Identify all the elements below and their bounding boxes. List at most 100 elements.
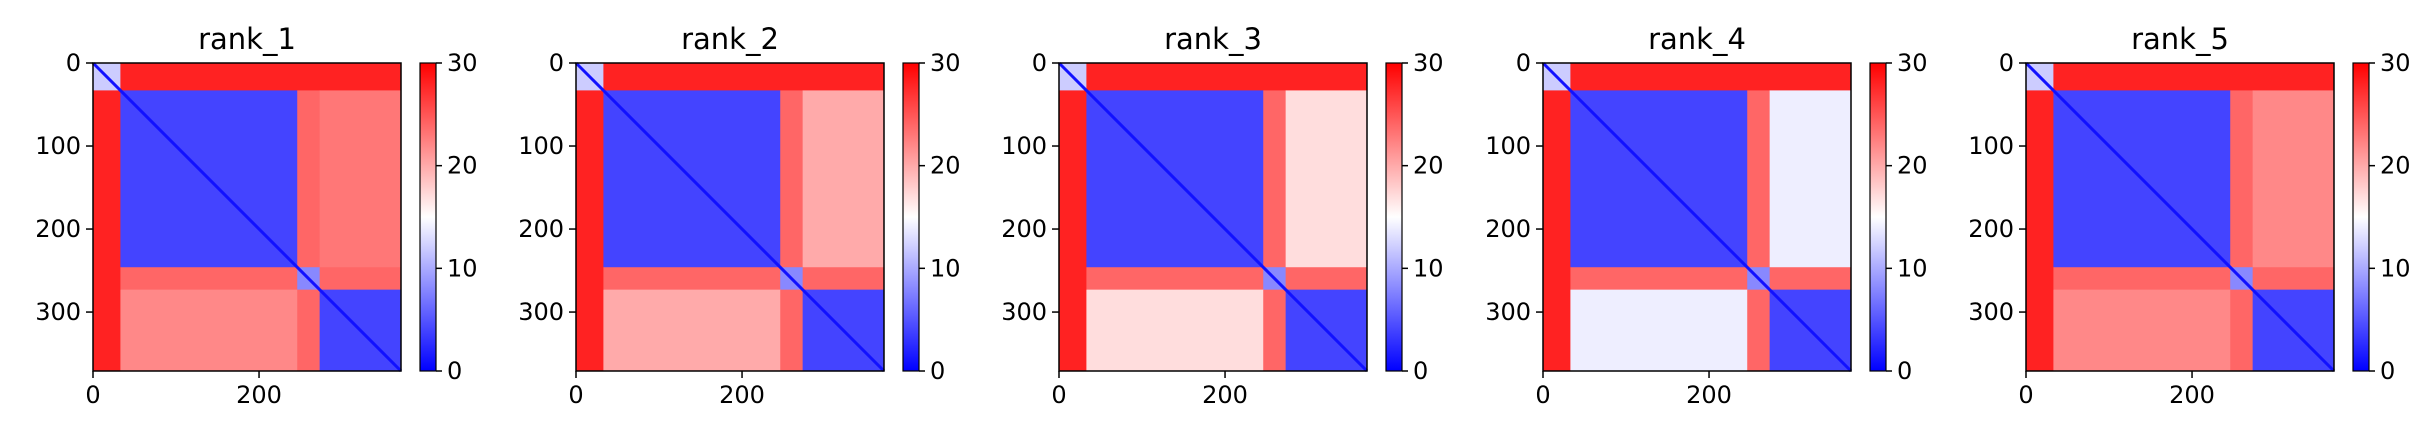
y-tick-label: 200 — [1485, 215, 1531, 243]
x-tick-label: 0 — [1051, 381, 1066, 409]
heatmap-block — [2230, 63, 2254, 91]
x-tick-label: 0 — [85, 381, 100, 409]
heatmap-block — [297, 289, 321, 372]
heatmap-block — [1263, 289, 1287, 372]
plot-frame — [2025, 62, 2335, 372]
heatmap-block — [1059, 90, 1087, 268]
heatmap-block — [120, 63, 298, 91]
heatmap-block — [93, 267, 121, 291]
colorbar-tick-label: 20 — [1413, 152, 1444, 180]
y-tick-label: 100 — [1968, 132, 2014, 160]
heatmap-block — [319, 267, 402, 291]
heatmap-block — [1747, 63, 1771, 91]
heatmap-block — [2026, 267, 2054, 291]
y-tick-label: 300 — [1001, 298, 1047, 326]
colorbar-tick-label: 10 — [930, 254, 961, 282]
heatmap-block — [297, 63, 321, 91]
y-tick-label: 100 — [518, 132, 564, 160]
heatmap-panel: rank_4 0 100 200 300 0 200 0 10 20 30 — [1485, 22, 1927, 409]
heatmap-block — [93, 90, 121, 268]
heatmap-panel: rank_3 0 100 200 300 0 200 0 10 20 30 — [1001, 22, 1443, 409]
colorbar-tick-label: 20 — [930, 152, 961, 180]
y-tick-label: 100 — [35, 132, 81, 160]
panel-title: rank_3 — [1164, 22, 1262, 56]
colorbar — [902, 62, 920, 372]
x-tick-label: 0 — [568, 381, 583, 409]
x-tick-label: 200 — [1202, 381, 1248, 409]
heatmap-block — [1086, 267, 1264, 291]
heatmap-block — [2053, 63, 2231, 91]
panel-title: rank_1 — [198, 22, 296, 56]
heatmap-block — [1570, 63, 1748, 91]
heatmap-block — [603, 289, 781, 372]
heatmap-panel: rank_1 0 100 200 300 0 200 0 10 20 30 — [35, 22, 477, 409]
heatmap-block — [2026, 289, 2054, 372]
colorbar-tick-label: 0 — [2380, 357, 2395, 385]
y-tick-label: 200 — [1001, 215, 1047, 243]
y-tick-label: 200 — [1968, 215, 2014, 243]
y-tick-label: 200 — [518, 215, 564, 243]
heatmap-block — [1263, 90, 1287, 268]
heatmap-block — [2252, 267, 2335, 291]
colorbar-tick-label: 30 — [447, 49, 478, 77]
heatmap-block — [2230, 289, 2254, 372]
colorbar — [419, 62, 437, 372]
heatmap-block — [1747, 90, 1771, 268]
y-tick-label: 300 — [1968, 298, 2014, 326]
heatmap-diagonal — [91, 61, 403, 373]
panel-title: rank_2 — [681, 22, 779, 56]
y-tick-label: 0 — [1999, 49, 2014, 77]
heatmap-block — [780, 289, 804, 372]
heatmap-block — [2252, 90, 2335, 268]
colorbar-tick-label: 0 — [1413, 357, 1428, 385]
heatmap-block — [1543, 90, 1571, 268]
y-tick-label: 100 — [1485, 132, 1531, 160]
heatmap-diagonal — [2024, 61, 2336, 373]
y-tick-label: 0 — [1032, 49, 1047, 77]
heatmap-block — [2252, 63, 2335, 91]
heatmap-panel: rank_2 0 100 200 300 0 200 0 10 20 30 — [518, 22, 960, 409]
heatmap-block — [1543, 289, 1571, 372]
heatmap-block — [603, 267, 781, 291]
heatmap-block — [319, 90, 402, 268]
y-tick-label: 300 — [1485, 298, 1531, 326]
panel-title: rank_4 — [1648, 22, 1746, 56]
colorbar-tick-label: 10 — [2380, 254, 2411, 282]
heatmap-block — [297, 90, 321, 268]
heatmap-block — [319, 63, 402, 91]
y-tick-label: 0 — [66, 49, 81, 77]
x-tick-label: 200 — [1686, 381, 1732, 409]
x-tick-label: 0 — [2018, 381, 2033, 409]
heatmap-block — [576, 267, 604, 291]
colorbar-tick-label: 30 — [2380, 49, 2411, 77]
heatmap-block — [1747, 289, 1771, 372]
heatmap-block — [120, 267, 298, 291]
heatmap-block — [1263, 63, 1287, 91]
plot-frame — [1542, 62, 1852, 372]
colorbar-tick-label: 10 — [1413, 254, 1444, 282]
colorbar-tick-label: 10 — [447, 254, 478, 282]
colorbar-tick-label: 20 — [2380, 152, 2411, 180]
heatmap-block — [780, 90, 804, 268]
heatmap-block — [2053, 267, 2231, 291]
colorbar — [1385, 62, 1403, 372]
colorbar-tick-label: 0 — [447, 357, 462, 385]
heatmap-block — [802, 63, 885, 91]
colorbar — [1869, 62, 1887, 372]
colorbar-tick-label: 0 — [930, 357, 945, 385]
heatmap-block — [576, 289, 604, 372]
colorbar-tick-label: 30 — [1413, 49, 1444, 77]
heatmap-block — [1570, 289, 1748, 372]
plot-frame — [92, 62, 402, 372]
heatmap-block — [1769, 267, 1852, 291]
heatmap-block — [576, 90, 604, 268]
heatmap-block — [2230, 90, 2254, 268]
heatmap-block — [802, 90, 885, 268]
heatmap-panel: rank_5 0 100 200 300 0 200 0 10 20 30 — [1968, 22, 2410, 409]
y-tick-label: 100 — [1001, 132, 1047, 160]
colorbar-tick-label: 20 — [1897, 152, 1928, 180]
heatmap-block — [1059, 289, 1087, 372]
colorbar-tick-label: 20 — [447, 152, 478, 180]
x-tick-label: 200 — [2169, 381, 2215, 409]
